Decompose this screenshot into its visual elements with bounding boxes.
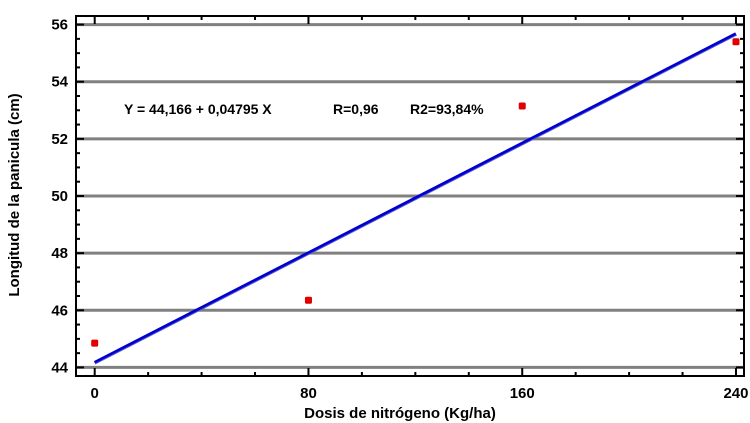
annotation-r2: R2=93,84% xyxy=(410,101,484,117)
data-point-1 xyxy=(91,339,99,347)
fit-line xyxy=(93,32,737,365)
regression-line xyxy=(93,32,737,365)
data-point-3 xyxy=(518,102,526,110)
data-points xyxy=(91,38,740,347)
y-tick-label-48: 48 xyxy=(51,245,68,262)
axis-ticks xyxy=(76,16,744,376)
x-tick-label-240: 240 xyxy=(723,385,748,402)
y-tick-label-56: 56 xyxy=(51,17,68,34)
data-point-4 xyxy=(732,38,740,46)
annotation-r: R=0,96 xyxy=(333,101,379,117)
x-tick-label-160: 160 xyxy=(510,385,535,402)
y-tick-label-46: 46 xyxy=(51,302,68,319)
tick-labels: 44 46 48 50 52 54 56 0 80 160 240 xyxy=(51,17,748,402)
x-axis-title: Dosis de nitrógeno (Kg/ha) xyxy=(304,405,496,422)
x-tick-label-0: 0 xyxy=(91,385,99,402)
y-tick-label-50: 50 xyxy=(51,188,68,205)
y-tick-label-52: 52 xyxy=(51,131,68,148)
fit-line-shadow xyxy=(94,34,737,365)
y-tick-label-44: 44 xyxy=(51,359,68,376)
data-point-2 xyxy=(304,296,312,304)
grid-lines xyxy=(76,23,744,369)
annotation-equation: Y = 44,166 + 0,04795 X xyxy=(124,101,272,117)
x-tick-label-80: 80 xyxy=(300,385,317,402)
y-axis-title: Longitud de la panicula (cm) xyxy=(6,93,23,296)
y-tick-label-54: 54 xyxy=(51,74,68,91)
